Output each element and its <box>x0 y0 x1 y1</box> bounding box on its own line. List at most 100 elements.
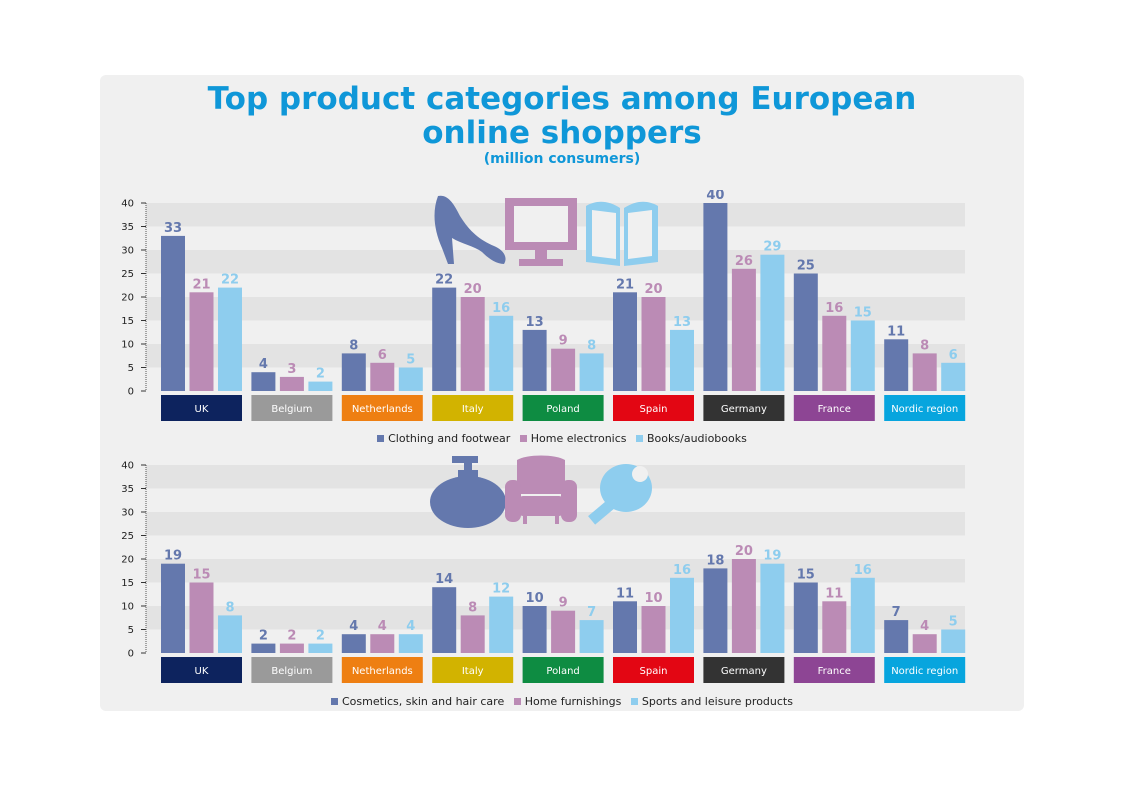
bar <box>941 629 966 653</box>
data-label: 22 <box>435 273 453 288</box>
data-label: 15 <box>854 306 872 321</box>
bar <box>251 372 276 391</box>
x-tick-label: Belgium <box>271 404 312 415</box>
bar <box>850 320 875 391</box>
ping-pong-paddle-icon <box>588 464 652 525</box>
legend-swatch <box>636 435 644 442</box>
bar <box>398 367 423 391</box>
title-line-1: Top product categories among European <box>207 81 917 117</box>
bar <box>370 634 395 653</box>
bar <box>251 643 276 653</box>
data-label: 8 <box>920 338 929 353</box>
y-tick-label: 15 <box>121 316 134 327</box>
data-label: 10 <box>526 591 544 606</box>
y-tick-label: 30 <box>121 246 134 257</box>
data-label: 21 <box>616 277 634 292</box>
data-label: 40 <box>706 190 724 203</box>
y-tick-label: 20 <box>121 555 134 566</box>
data-label: 3 <box>287 362 296 377</box>
x-tick-label: Spain <box>640 404 668 415</box>
legend-item-1: Cosmetics, skin and hair care <box>331 695 504 708</box>
x-tick-label: Netherlands <box>352 666 413 677</box>
region-label-box <box>613 657 694 683</box>
high-heel-shoe-icon <box>434 195 506 264</box>
region-label-box <box>793 657 875 683</box>
x-tick-label: UK <box>195 666 209 677</box>
bar <box>308 381 333 391</box>
data-label: 4 <box>406 619 415 634</box>
data-label: 11 <box>825 586 843 601</box>
x-tick-label: Italy <box>462 666 484 677</box>
bar <box>161 235 185 391</box>
bar <box>218 615 242 653</box>
bar <box>279 643 304 653</box>
data-label: 8 <box>225 600 234 615</box>
region-label-box <box>432 395 514 421</box>
y-tick-label: 30 <box>121 508 134 519</box>
x-tick-label: Nordic region <box>891 666 958 677</box>
legend-item-2: Home furnishings <box>513 695 622 708</box>
bar <box>822 315 847 391</box>
bar <box>641 606 666 653</box>
y-tick-label: 35 <box>121 222 134 233</box>
bar <box>189 292 214 391</box>
x-tick-label: Italy <box>462 404 484 415</box>
y-tick-label: 40 <box>121 461 134 472</box>
bar <box>613 601 637 653</box>
data-label: 8 <box>587 338 596 353</box>
data-label: 12 <box>492 582 510 597</box>
bar <box>161 563 185 653</box>
region-label-box <box>613 395 694 421</box>
y-tick-label: 20 <box>121 293 134 304</box>
y-tick-label: 0 <box>128 387 134 398</box>
data-label: 2 <box>316 367 325 382</box>
data-label: 8 <box>349 338 358 353</box>
y-tick-label: 25 <box>121 531 134 542</box>
data-label: 33 <box>164 221 182 236</box>
region-label-box <box>161 657 242 683</box>
bar <box>398 634 423 653</box>
data-label: 5 <box>406 353 415 368</box>
data-label: 16 <box>854 563 872 578</box>
data-label: 22 <box>221 273 239 288</box>
data-label: 29 <box>763 240 781 255</box>
bar <box>793 582 818 653</box>
legend-label: Home furnishings <box>524 695 622 708</box>
bar <box>912 353 937 391</box>
data-label: 11 <box>616 586 634 601</box>
y-tick-label: 10 <box>121 602 134 613</box>
y-tick-label: 10 <box>121 340 134 351</box>
grid-band <box>146 559 965 583</box>
legend-swatch <box>630 698 638 705</box>
bar <box>460 297 485 391</box>
y-tick-label: 0 <box>128 649 134 660</box>
data-label: 4 <box>378 619 387 634</box>
bar <box>370 362 395 391</box>
region-label-box <box>251 395 333 421</box>
region-label-box <box>341 395 423 421</box>
bar <box>941 362 966 391</box>
chart-top-categories-1: 0 5 10 15 20 25 30 35 40 33 21 22 UK 4 3 2 Belgium 8 6 5 Net… <box>121 190 966 421</box>
region-label-box <box>522 395 604 421</box>
y-tick-label: 25 <box>121 269 134 280</box>
x-tick-label: UK <box>195 404 209 415</box>
bar <box>579 620 604 653</box>
data-label: 16 <box>673 563 691 578</box>
region-label-box <box>884 395 966 421</box>
data-label: 26 <box>735 254 753 269</box>
data-label: 4 <box>259 357 268 372</box>
bar <box>670 329 694 391</box>
data-label: 15 <box>192 568 210 583</box>
x-tick-label: Belgium <box>271 666 312 677</box>
data-label: 20 <box>464 282 482 297</box>
y-tick-label: 5 <box>128 363 134 374</box>
x-tick-label: Netherlands <box>352 404 413 415</box>
bar <box>613 292 637 391</box>
legend-label: Cosmetics, skin and hair care <box>342 695 505 708</box>
x-tick-label: France <box>818 404 851 415</box>
bar <box>912 634 937 653</box>
chart-subtitle: (million consumers) <box>483 151 641 167</box>
y-tick-label: 5 <box>128 625 134 636</box>
bar <box>760 254 785 391</box>
legend-item-3: Books/audiobooks <box>636 432 747 445</box>
